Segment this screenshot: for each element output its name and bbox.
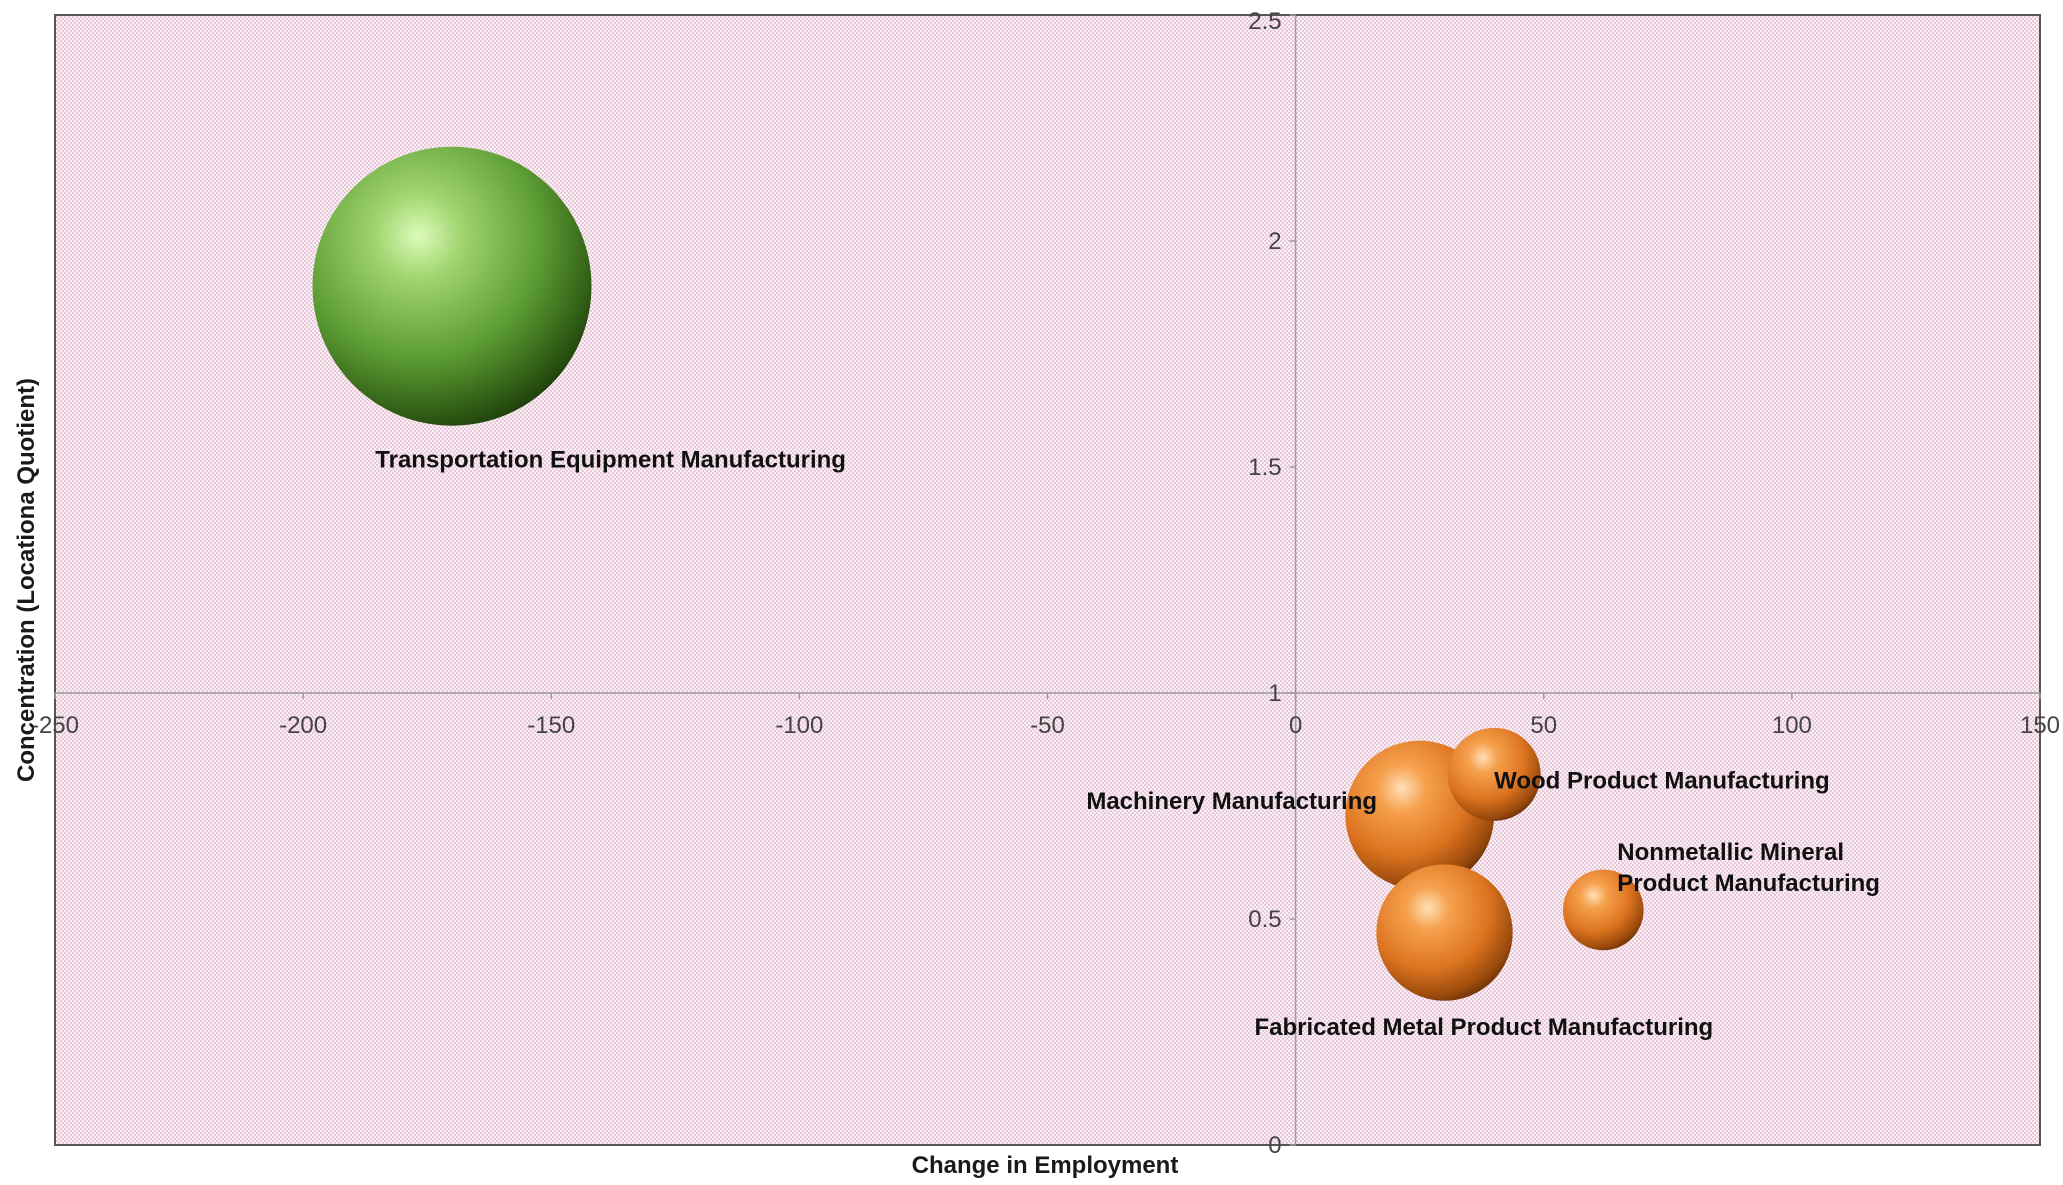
y-tick-label: 0.5 (1248, 906, 1281, 933)
bubble-label: Machinery Manufacturing (1086, 788, 1377, 815)
y-tick-label: 2 (1268, 228, 1281, 255)
x-tick-label: -100 (775, 712, 823, 739)
x-tick-label: 150 (2020, 712, 2060, 739)
bubble-label: Transportation Equipment Manufacturing (375, 447, 846, 474)
y-tick-label: 1.5 (1248, 454, 1281, 481)
x-tick-label: 100 (1772, 712, 1812, 739)
bubble (313, 147, 592, 426)
x-tick-label: -50 (1030, 712, 1065, 739)
bubble (1376, 864, 1512, 1000)
bubble-label: Wood Product Manufacturing (1494, 767, 1830, 794)
x-tick-label: 50 (1530, 712, 1557, 739)
plot-area (55, 15, 2040, 1145)
y-tick-label: 2.5 (1248, 8, 1281, 35)
x-tick-label: 0 (1289, 712, 1302, 739)
x-tick-label: -200 (279, 712, 327, 739)
bubble-label: Fabricated Metal Product Manufacturing (1255, 1014, 1714, 1041)
x-tick-label: -150 (527, 712, 575, 739)
y-tick-label: 1 (1268, 680, 1281, 707)
y-tick-label: 0 (1268, 1132, 1281, 1159)
y-axis-title: Concentration (Locationa Quotient) (13, 378, 40, 782)
x-axis-title: Change in Employment (912, 1152, 1179, 1179)
